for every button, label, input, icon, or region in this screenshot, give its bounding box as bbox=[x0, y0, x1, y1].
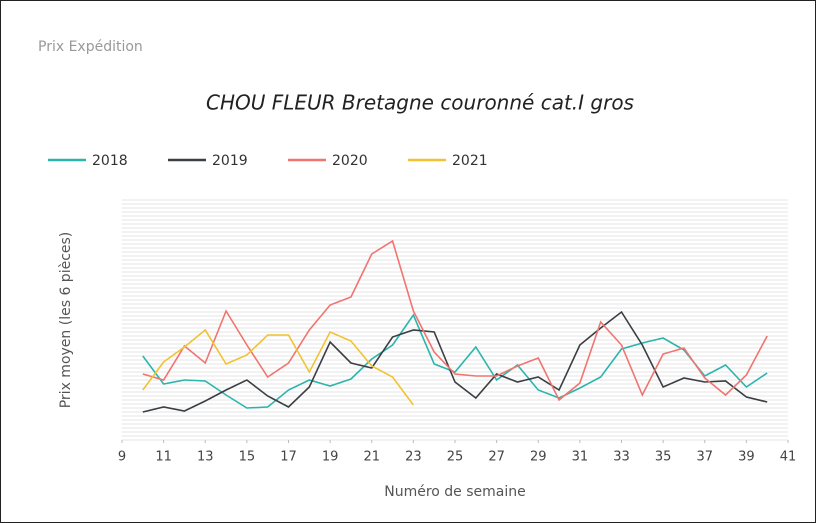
x-tick-label: 29 bbox=[530, 450, 547, 465]
x-tick-label: 41 bbox=[780, 450, 797, 465]
x-tick-label: 39 bbox=[738, 450, 755, 465]
legend-label: 2020 bbox=[332, 153, 368, 169]
header: Prix Expédition bbox=[38, 39, 143, 55]
chart-title: CHOU FLEUR Bretagne couronné cat.I gros bbox=[206, 91, 634, 115]
x-tick-label: 15 bbox=[239, 450, 256, 465]
x-tick-label: 23 bbox=[405, 450, 422, 465]
x-tick-label: 17 bbox=[280, 450, 297, 465]
series-line bbox=[142, 310, 768, 413]
y-axis-label: Prix moyen (les 6 pièces) bbox=[58, 232, 74, 409]
legend-label: 2019 bbox=[212, 153, 248, 169]
x-tick-label: 13 bbox=[197, 450, 214, 465]
x-tick-label: 37 bbox=[696, 450, 713, 465]
legend-label: 2018 bbox=[92, 153, 128, 169]
x-tick-label: 19 bbox=[322, 450, 339, 465]
series-line bbox=[142, 328, 415, 406]
x-tick-label: 9 bbox=[118, 450, 126, 465]
x-tick-label: 11 bbox=[155, 450, 172, 465]
x-tick-label: 27 bbox=[488, 450, 505, 465]
x-axis-label: Numéro de semaine bbox=[384, 484, 526, 500]
x-tick-label: 21 bbox=[363, 450, 380, 465]
grid-pattern bbox=[122, 199, 788, 441]
x-tick-label: 35 bbox=[655, 450, 672, 465]
x-tick-label: 33 bbox=[613, 450, 630, 465]
x-tick-label: 31 bbox=[572, 450, 589, 465]
series-line bbox=[142, 239, 768, 402]
legend-label: 2021 bbox=[452, 153, 488, 169]
x-tick-label: 25 bbox=[447, 450, 464, 465]
series-line bbox=[142, 313, 768, 409]
